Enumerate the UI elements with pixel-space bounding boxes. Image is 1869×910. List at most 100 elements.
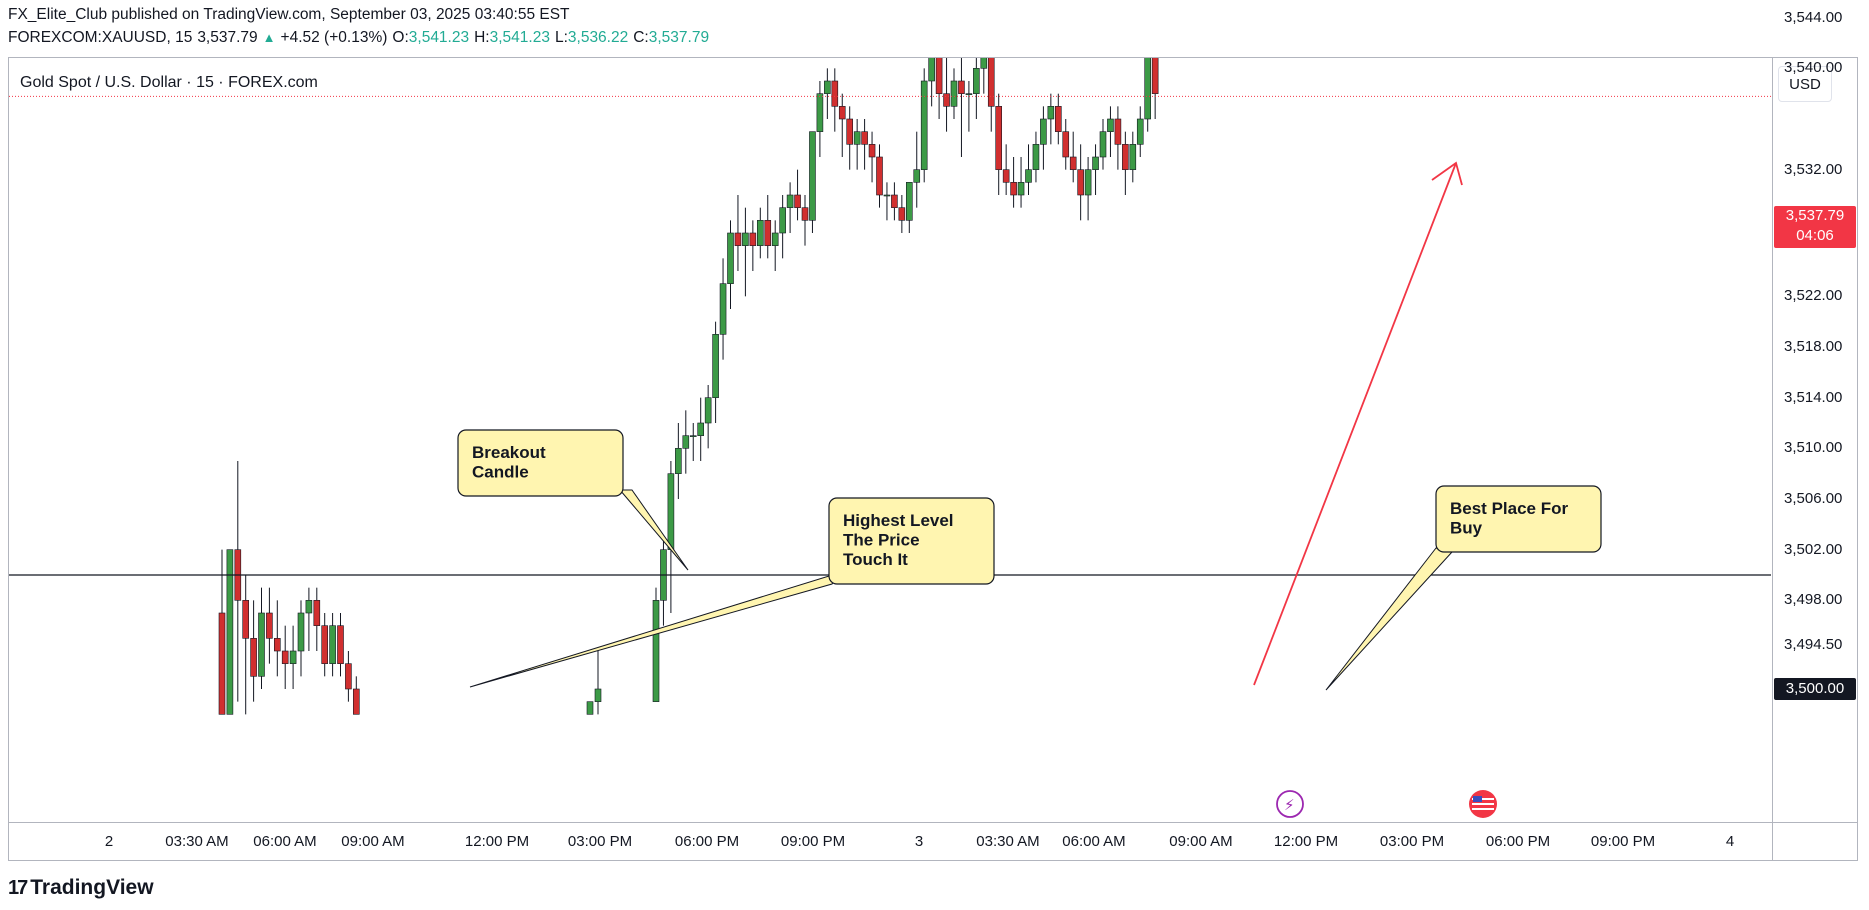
candle-body <box>973 68 980 94</box>
high-value: 3,541.23 <box>489 29 550 46</box>
high-label: H: <box>474 29 490 46</box>
low-label: L: <box>554 29 568 46</box>
candles-group <box>218 58 1159 715</box>
price-scale-divider <box>1772 57 1773 861</box>
low-value: 3,536.22 <box>567 29 629 46</box>
flag-canton <box>1473 796 1482 802</box>
candle-body <box>1040 118 1047 145</box>
candle-body <box>742 232 749 246</box>
candle-body <box>266 612 273 639</box>
callout-box <box>1435 485 1602 553</box>
x-tick-label: 12:00 PM <box>464 833 530 850</box>
callout-text: Breakout <box>472 443 546 462</box>
callout-box <box>457 429 624 497</box>
chart-frame <box>8 57 1858 861</box>
candle-body <box>242 600 249 639</box>
candle-body <box>876 156 883 196</box>
candle-body <box>794 194 801 208</box>
candle-body <box>779 207 786 234</box>
candle-body <box>1055 106 1062 132</box>
x-tick-label: 06:00 AM <box>253 833 317 850</box>
candle-body <box>321 625 329 664</box>
candle-body <box>352 688 360 715</box>
flag-stripe <box>1472 808 1494 810</box>
candle-body <box>950 80 958 107</box>
x-tick-label: 06:00 AM <box>1062 833 1126 850</box>
candle-body <box>1136 118 1144 145</box>
y-tick-label: 3,514.00 <box>1784 388 1843 406</box>
ohlc-legend: FOREXCOM:XAUUSD, 15 3,537.79 ▲ +4.52 (+0.13… <box>8 29 714 47</box>
y-tick-label: 3,506.00 <box>1784 490 1843 507</box>
candle-body <box>313 600 321 626</box>
candle-body <box>868 144 876 158</box>
candle-body <box>1002 169 1010 183</box>
y-tick-label: 3,510.00 <box>1784 439 1843 457</box>
y-tick-label: 3,502.00 <box>1784 540 1843 558</box>
currency-selector[interactable]: USD <box>1778 66 1832 102</box>
arrow-head-icon <box>1431 161 1463 186</box>
trend-arrow-line <box>1253 162 1457 686</box>
candle-body <box>786 194 794 208</box>
candle-body <box>258 612 265 677</box>
y-tick-label: 3,522.00 <box>1784 287 1843 305</box>
candle-body <box>846 118 854 145</box>
candle-body <box>1099 131 1107 158</box>
candle-body <box>905 182 913 221</box>
candle-body <box>345 663 352 690</box>
flash-event-glyph: ⚡ <box>1284 796 1295 814</box>
x-tick-label: 03:00 PM <box>1379 833 1445 850</box>
open-value: 3,541.23 <box>408 29 470 46</box>
candle-body <box>928 58 935 82</box>
candle-body <box>1069 156 1077 170</box>
candle-body <box>1025 169 1032 183</box>
candle-body <box>1114 118 1122 145</box>
y-tick-label: 3,518.00 <box>1784 338 1843 355</box>
candle-body <box>1144 58 1151 120</box>
candle-body <box>329 625 336 664</box>
x-tick-label: 2 <box>104 833 114 850</box>
open-label: O: <box>392 29 409 46</box>
candle-body <box>831 80 839 107</box>
x-tick-label: 06:00 PM <box>1485 833 1551 850</box>
flag-stripe <box>1472 798 1494 800</box>
candle-body <box>824 80 831 94</box>
candle-body <box>920 80 928 170</box>
candle-body <box>1077 169 1084 196</box>
candle-body <box>809 131 816 221</box>
tv-logo-icon: 17 <box>8 876 28 899</box>
x-tick-label: 09:00 AM <box>1169 833 1233 850</box>
last-price-badge: 3,537.79 04:06 <box>1774 206 1856 248</box>
candle-body <box>801 207 809 221</box>
candle-body <box>226 549 234 715</box>
candle-body <box>689 435 697 437</box>
candle-body <box>935 58 943 94</box>
candle-body <box>652 600 660 702</box>
y-tick-label: 3,544.00 <box>1784 8 1843 26</box>
x-tick-label: 09:00 PM <box>1590 833 1656 850</box>
x-tick-label: 09:00 AM <box>341 833 405 850</box>
y-tick-label: 3,494.50 <box>1784 635 1843 653</box>
y-tick-label: 3,540.00 <box>1784 59 1843 77</box>
candle-body <box>1092 156 1099 170</box>
candle-body <box>749 232 757 246</box>
candle-body <box>712 334 719 398</box>
candle-body <box>697 422 705 436</box>
brand-name: TradingView <box>30 876 154 899</box>
callout-box <box>828 497 995 585</box>
tradingview-logo[interactable]: 17 TradingView <box>8 876 154 900</box>
candle-body <box>218 612 226 715</box>
change-value: +4.52 (+0.13%) <box>280 29 388 46</box>
x-tick-label: 03:00 PM <box>567 833 633 850</box>
candle-body <box>1151 58 1159 94</box>
candle-body <box>250 638 257 677</box>
candle-body <box>764 220 772 246</box>
level-price-badge: 3,500.00 <box>1774 678 1856 700</box>
symbol-label: FOREXCOM:XAUUSD, 15 <box>8 29 193 46</box>
symbol-title: Gold Spot / U.S. Dollar · 15 · FOREX.com <box>20 74 318 91</box>
x-tick-label: 03:30 AM <box>976 833 1040 850</box>
y-tick-label: 3,532.00 <box>1784 160 1843 178</box>
